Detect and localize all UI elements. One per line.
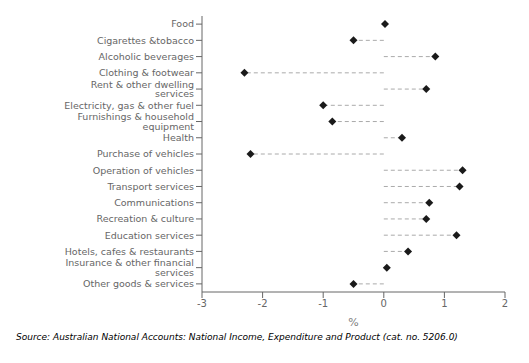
- svg-text:2: 2: [502, 298, 508, 309]
- svg-text:Recreation & culture: Recreation & culture: [97, 213, 195, 224]
- svg-text:Cigarettes &tobacco: Cigarettes &tobacco: [97, 35, 194, 46]
- svg-text:Purchase of vehicles: Purchase of vehicles: [97, 148, 194, 159]
- svg-text:-1: -1: [318, 298, 328, 309]
- svg-text:Rent & other dwellingservices: Rent & other dwellingservices: [91, 79, 194, 100]
- html-text:Source: Australian National Ac: Source: Australian National Accounts: Na…: [16, 332, 458, 342]
- svg-text:Transport services: Transport services: [106, 181, 194, 192]
- svg-text:Health: Health: [163, 132, 194, 143]
- svg-text:0: 0: [381, 298, 387, 309]
- svg-text:Food: Food: [171, 18, 194, 29]
- svg-text:1: 1: [441, 298, 447, 309]
- svg-text:Electricity, gas & other fuel: Electricity, gas & other fuel: [64, 100, 194, 111]
- svg-text:Hotels, cafes & restaurants: Hotels, cafes & restaurants: [65, 246, 194, 257]
- svg-text:Alcoholic beverages: Alcoholic beverages: [99, 51, 194, 62]
- svg-text:Furnishings & householdequipme: Furnishings & householdequipment: [77, 111, 194, 132]
- svg-text:Clothing & footwear: Clothing & footwear: [99, 67, 194, 78]
- svg-text:-2: -2: [258, 298, 268, 309]
- svg-text:Other goods & services: Other goods & services: [83, 278, 194, 289]
- svg-text:-3: -3: [197, 298, 207, 309]
- svg-text:Education services: Education services: [105, 230, 194, 241]
- svg-text:%: %: [348, 316, 358, 329]
- svg-text:Communications: Communications: [114, 197, 194, 208]
- svg-text:Operation of vehicles: Operation of vehicles: [93, 165, 194, 176]
- svg-text:Insurance & other financialser: Insurance & other financialservices: [65, 257, 194, 278]
